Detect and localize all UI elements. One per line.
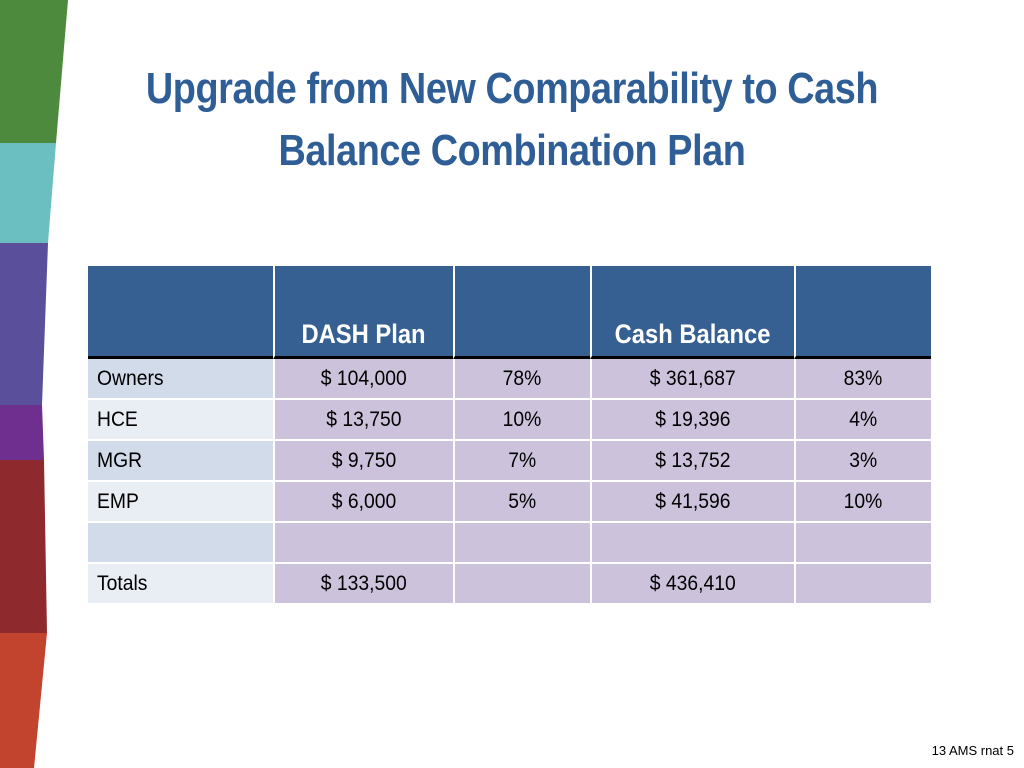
row-label: HCE	[88, 400, 273, 441]
row-label: EMP	[88, 482, 273, 523]
cash-percent: 4%	[794, 400, 931, 441]
dash-percent	[453, 564, 590, 605]
dash-percent: 78%	[453, 359, 590, 400]
dash-amount: $ 6,000	[273, 482, 453, 523]
cash-amount: $ 361,687	[590, 359, 794, 400]
slide-title: Upgrade from New Comparability to Cash B…	[140, 58, 883, 182]
table-row: EMP $ 6,000 5% $ 41,596 10%	[88, 482, 931, 523]
row-label: Totals	[88, 564, 273, 605]
table-row: MGR $ 9,750 7% $ 13,752 3%	[88, 441, 931, 482]
stripe-green	[0, 0, 68, 143]
dash-amount: $ 13,750	[273, 400, 453, 441]
stripe-teal	[0, 143, 56, 243]
cash-percent: 10%	[794, 482, 931, 523]
slide-title-line-2: Balance Combination Plan	[278, 126, 746, 175]
header-cell-dash-pct	[453, 266, 590, 359]
stripe-dark-red	[0, 460, 47, 633]
cash-amount: $ 41,596	[590, 482, 794, 523]
dash-percent: 7%	[453, 441, 590, 482]
row-label	[88, 523, 273, 564]
stripe-purple	[0, 405, 44, 460]
table-row: HCE $ 13,750 10% $ 19,396 4%	[88, 400, 931, 441]
cash-amount: $ 13,752	[590, 441, 794, 482]
dash-amount: $ 133,500	[273, 564, 453, 605]
slide-footer: 13 AMS rnat 5	[931, 743, 1014, 758]
table-row-empty	[88, 523, 931, 564]
cash-amount: $ 19,396	[590, 400, 794, 441]
table-header-row: DASH Plan Cash Balance	[88, 266, 931, 359]
header-cell-label	[88, 266, 273, 359]
cash-percent: 3%	[794, 441, 931, 482]
header-cell-cash-balance: Cash Balance	[590, 266, 794, 359]
dash-percent: 10%	[453, 400, 590, 441]
cash-percent	[794, 564, 931, 605]
dash-percent: 5%	[453, 482, 590, 523]
slide-title-line-1: Upgrade from New Comparability to Cash	[145, 64, 879, 113]
table-row-totals: Totals $ 133,500 $ 436,410	[88, 564, 931, 605]
header-cell-cash-pct	[794, 266, 931, 359]
cash-percent	[794, 523, 931, 564]
row-label: Owners	[88, 359, 273, 400]
decorative-side-stripe	[0, 0, 68, 768]
dash-amount	[273, 523, 453, 564]
dash-amount: $ 104,000	[273, 359, 453, 400]
cash-amount	[590, 523, 794, 564]
cash-amount: $ 436,410	[590, 564, 794, 605]
stripe-blue-violet	[0, 243, 48, 405]
dash-amount: $ 9,750	[273, 441, 453, 482]
header-cell-dash-plan: DASH Plan	[273, 266, 453, 359]
table-row: Owners $ 104,000 78% $ 361,687 83%	[88, 359, 931, 400]
cash-percent: 83%	[794, 359, 931, 400]
stripe-orange-red	[0, 633, 47, 768]
dash-percent	[453, 523, 590, 564]
comparison-table: DASH Plan Cash Balance Owners $ 104,000 …	[88, 266, 931, 605]
row-label: MGR	[88, 441, 273, 482]
